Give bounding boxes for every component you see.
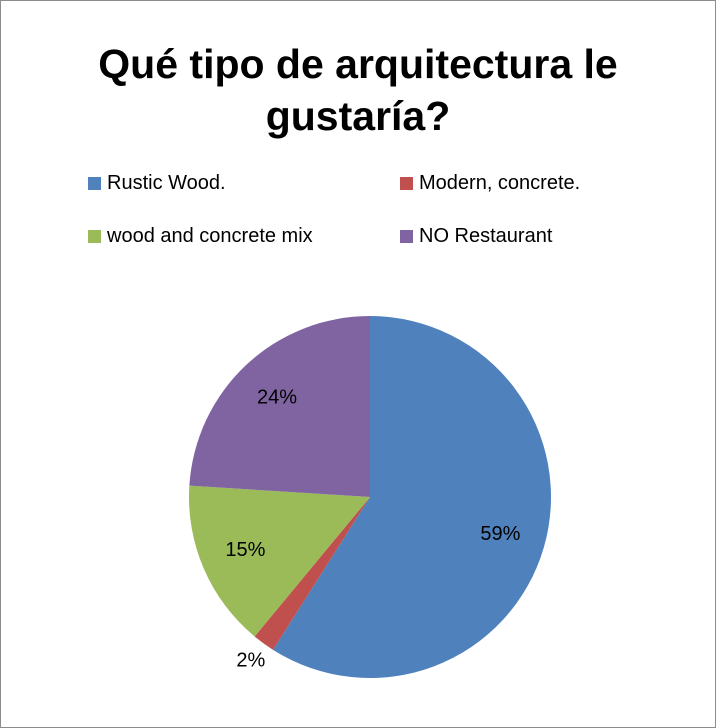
legend-swatch bbox=[400, 177, 413, 190]
chart-title: Qué tipo de arquitectura le gustaría? bbox=[98, 41, 618, 139]
legend-swatch bbox=[400, 230, 413, 243]
legend-label: wood and concrete mix bbox=[107, 225, 313, 247]
legend-label: Rustic Wood. bbox=[107, 172, 226, 194]
legend-item: wood and concrete mix bbox=[88, 225, 313, 248]
pie-slice bbox=[273, 316, 552, 678]
legend-item: NO Restaurant bbox=[400, 225, 552, 248]
legend-item: Modern, concrete. bbox=[400, 172, 580, 195]
legend-label: Modern, concrete. bbox=[419, 172, 581, 194]
data-label: 2% bbox=[236, 649, 265, 671]
data-label: 59% bbox=[480, 523, 520, 545]
legend-label: NO Restaurant bbox=[419, 225, 553, 247]
pie-slice bbox=[254, 497, 370, 650]
legend-item: Rustic Wood. bbox=[88, 172, 226, 195]
data-label: 24% bbox=[257, 386, 297, 408]
legend-swatch bbox=[88, 230, 101, 243]
legend-swatch bbox=[88, 177, 101, 190]
pie-slice bbox=[189, 316, 370, 497]
pie-slice bbox=[189, 485, 370, 637]
data-label: 15% bbox=[225, 539, 265, 561]
